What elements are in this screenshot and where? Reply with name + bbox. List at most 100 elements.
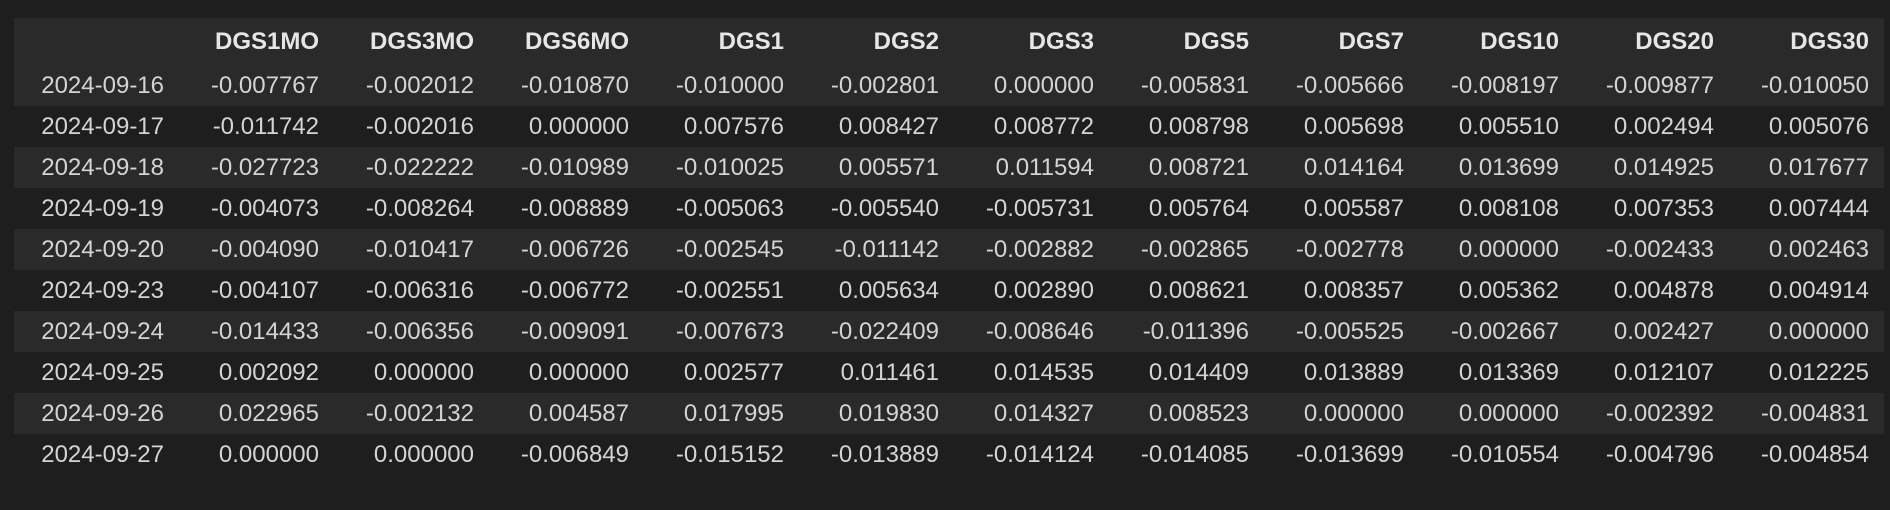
- table-cell: -0.002016: [365, 112, 474, 140]
- table-cell: -0.006772: [520, 276, 629, 304]
- table-cell: 0.017995: [683, 399, 784, 427]
- table-cell: -0.004073: [210, 194, 319, 222]
- table-cell: 0.002494: [1613, 112, 1714, 140]
- table-row: 2024-09-17 -0.011742 -0.002016 0.000000 0.00…: [14, 106, 1884, 147]
- table-cell: -0.004796: [1605, 440, 1714, 468]
- table-cell: 0.005634: [838, 276, 939, 304]
- row-index: 2024-09-23: [41, 276, 164, 304]
- row-index: 2024-09-18: [41, 153, 164, 181]
- table-cell: -0.006849: [520, 440, 629, 468]
- table-cell: 0.005587: [1303, 194, 1404, 222]
- table-cell: -0.002551: [675, 276, 784, 304]
- table-cell: 0.002577: [683, 358, 784, 386]
- table-cell: 0.002463: [1768, 235, 1869, 263]
- table-cell: 0.000000: [1768, 317, 1869, 345]
- table-cell: 0.014535: [993, 358, 1094, 386]
- table-cell: 0.005076: [1768, 112, 1869, 140]
- column-header: DGS20: [1635, 27, 1714, 55]
- column-header: DGS7: [1338, 27, 1404, 55]
- table-cell: 0.004878: [1613, 276, 1714, 304]
- table-cell: 0.008798: [1148, 112, 1249, 140]
- table-cell: -0.008646: [985, 317, 1094, 345]
- table-cell: -0.014124: [985, 440, 1094, 468]
- table-cell: -0.011742: [212, 112, 319, 140]
- table-cell: 0.000000: [218, 440, 319, 468]
- table-header: DGS1MO DGS3MO DGS6MO DGS1 DGS2 DGS3 DGS5 DGS7 DG…: [14, 18, 1884, 65]
- table-cell: 0.000000: [1303, 399, 1404, 427]
- column-header: DGS2: [873, 27, 939, 55]
- table-cell: -0.002865: [1140, 235, 1249, 263]
- table-cell: -0.006726: [520, 235, 629, 263]
- table-cell: -0.022409: [830, 317, 939, 345]
- table-cell: -0.005063: [675, 194, 784, 222]
- table-cell: 0.008523: [1148, 399, 1249, 427]
- table-row: 2024-09-25 0.002092 0.000000 0.000000 0.0025…: [14, 352, 1884, 393]
- table-cell: 0.000000: [1458, 235, 1559, 263]
- table-cell: -0.005731: [985, 194, 1094, 222]
- table-cell: 0.008357: [1303, 276, 1404, 304]
- table-cell: 0.005698: [1303, 112, 1404, 140]
- table-cell: -0.009091: [520, 317, 629, 345]
- row-index: 2024-09-20: [41, 235, 164, 263]
- table-cell: -0.004090: [210, 235, 319, 263]
- table-cell: 0.002427: [1613, 317, 1714, 345]
- table-row: 2024-09-26 0.022965 -0.002132 0.004587 0.017…: [14, 393, 1884, 434]
- table-cell: -0.005525: [1295, 317, 1404, 345]
- table-cell: 0.008108: [1458, 194, 1559, 222]
- table-row: 2024-09-23 -0.004107 -0.006316 -0.006772 -0.…: [14, 270, 1884, 311]
- table-cell: -0.002545: [675, 235, 784, 263]
- column-header: DGS3MO: [369, 27, 474, 55]
- column-header: DGS6MO: [524, 27, 629, 55]
- table-cell: 0.014925: [1613, 153, 1714, 181]
- table-cell: -0.004831: [1760, 399, 1869, 427]
- table-cell: -0.014085: [1140, 440, 1249, 468]
- table-row: 2024-09-20 -0.004090 -0.010417 -0.006726 -0.…: [14, 229, 1884, 270]
- row-index: 2024-09-19: [41, 194, 164, 222]
- table-cell: 0.007576: [683, 112, 784, 140]
- table-cell: -0.010417: [365, 235, 474, 263]
- row-index: 2024-09-24: [41, 317, 164, 345]
- row-index: 2024-09-25: [41, 358, 164, 386]
- table-cell: 0.014164: [1303, 153, 1404, 181]
- column-header: DGS1: [718, 27, 784, 55]
- table-cell: 0.012225: [1768, 358, 1869, 386]
- table-cell: -0.011142: [834, 235, 939, 263]
- table-cell: 0.014409: [1148, 358, 1249, 386]
- table-cell: -0.004854: [1760, 440, 1869, 468]
- table-cell: -0.002778: [1295, 235, 1404, 263]
- table-cell: -0.010050: [1760, 71, 1869, 99]
- table-row: 2024-09-19 -0.004073 -0.008264 -0.008889 -0.…: [14, 188, 1884, 229]
- table-cell: 0.004587: [528, 399, 629, 427]
- table-cell: -0.010000: [675, 71, 784, 99]
- table-cell: 0.011461: [840, 358, 939, 386]
- table-cell: -0.009877: [1605, 71, 1714, 99]
- table-cell: 0.005362: [1458, 276, 1559, 304]
- table-cell: -0.013699: [1295, 440, 1404, 468]
- table-cell: -0.002392: [1605, 399, 1714, 427]
- table-cell: 0.011594: [995, 153, 1094, 181]
- table-cell: 0.000000: [993, 71, 1094, 99]
- table-cell: -0.022222: [365, 153, 474, 181]
- row-index: 2024-09-27: [41, 440, 164, 468]
- table-cell: -0.010989: [520, 153, 629, 181]
- table-cell: 0.013889: [1303, 358, 1404, 386]
- table-cell: 0.002890: [993, 276, 1094, 304]
- table-cell: -0.002012: [365, 71, 474, 99]
- table-cell: -0.006356: [365, 317, 474, 345]
- table-cell: -0.002667: [1450, 317, 1559, 345]
- table-cell: 0.012107: [1613, 358, 1714, 386]
- table-cell: -0.010870: [520, 71, 629, 99]
- table-cell: -0.008264: [365, 194, 474, 222]
- table-cell: 0.000000: [528, 112, 629, 140]
- table-cell: -0.004107: [210, 276, 319, 304]
- row-index: 2024-09-16: [41, 71, 164, 99]
- table-cell: 0.000000: [1458, 399, 1559, 427]
- table-cell: -0.002433: [1605, 235, 1714, 263]
- table-cell: -0.015152: [675, 440, 784, 468]
- row-index: 2024-09-26: [41, 399, 164, 427]
- table-cell: 0.017677: [1768, 153, 1869, 181]
- table-cell: 0.005510: [1458, 112, 1559, 140]
- table-cell: -0.011396: [1142, 317, 1249, 345]
- table-cell: 0.022965: [218, 399, 319, 427]
- table-row: 2024-09-24 -0.014433 -0.006356 -0.009091 -0.…: [14, 311, 1884, 352]
